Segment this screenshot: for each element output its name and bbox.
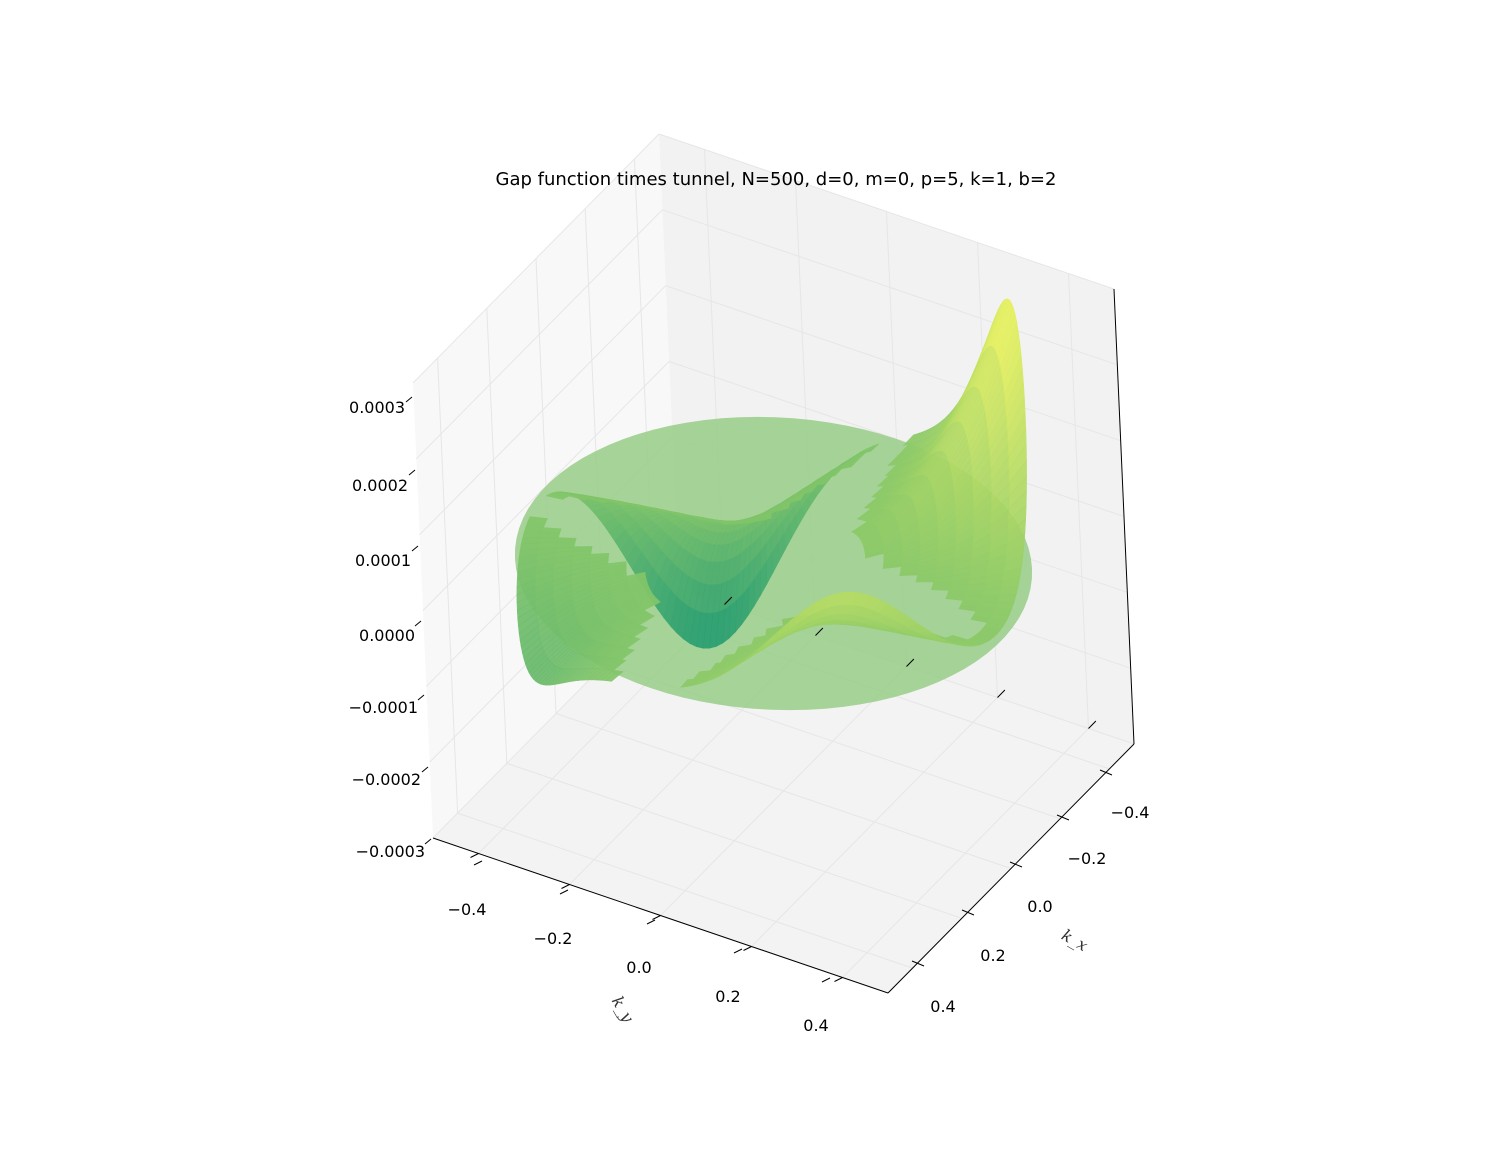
surface-patch xyxy=(964,589,984,597)
y-tick-mark xyxy=(473,860,483,866)
surface-patch xyxy=(837,591,850,606)
y-tick-mark xyxy=(834,977,843,982)
gridline xyxy=(842,728,1089,978)
surface-patch xyxy=(587,497,608,503)
surface-patch xyxy=(845,459,860,469)
y-axis-label: k_y xyxy=(608,993,638,1026)
y-tick-mark xyxy=(743,946,752,951)
gridline xyxy=(419,285,667,536)
surface-patch xyxy=(540,532,561,538)
z-tick-mark xyxy=(417,694,425,701)
surface-patch xyxy=(981,588,1002,597)
z-tick-mark xyxy=(424,838,432,845)
y-tick-label: 0.0 xyxy=(626,958,651,977)
x-tick-mark xyxy=(1099,769,1113,776)
surface-patch xyxy=(865,443,879,453)
y-tick-mark xyxy=(815,627,824,636)
y-tick-mark xyxy=(646,919,656,925)
x-tick-label: −0.2 xyxy=(1068,849,1107,868)
x-axis-label: k_x xyxy=(1058,925,1091,955)
surface-patch xyxy=(930,585,951,591)
gridline xyxy=(751,697,998,947)
surface-plot xyxy=(514,298,1033,711)
z-tick-label: −0.0001 xyxy=(349,698,418,717)
z-tick-mark xyxy=(405,396,413,403)
z-tick-label: 0.0002 xyxy=(352,476,408,495)
y-tick-label: −0.2 xyxy=(534,929,573,948)
gridline xyxy=(457,812,913,969)
surface-patch xyxy=(669,511,685,517)
surface-patch xyxy=(650,507,667,513)
surface-patch xyxy=(915,577,936,583)
x-tick-mark xyxy=(1009,861,1023,868)
y-tick-mark xyxy=(821,977,831,983)
x-tick-label: −0.4 xyxy=(1111,803,1150,822)
y-tick-mark xyxy=(561,884,570,889)
surface-patch xyxy=(796,492,806,501)
surface-patch xyxy=(807,484,818,493)
z-tick-mark xyxy=(421,766,429,773)
y-tick-label: −0.4 xyxy=(448,900,487,919)
z-tick-mark xyxy=(408,469,416,476)
z-tick-label: −0.0002 xyxy=(352,770,421,789)
surface-patch xyxy=(715,519,728,525)
surface-patch xyxy=(820,476,832,485)
y-tick-mark xyxy=(470,853,479,858)
surface-patch xyxy=(932,580,952,587)
z-tick-mark xyxy=(414,620,422,627)
chart-title: Gap function times tunnel, N=500, d=0, m… xyxy=(496,169,1057,190)
tick-labels: −0.4 −0.2 0.0 0.2 0.4 −0.4 −0.2 0.0 0.2 0.4 −0.000… xyxy=(349,396,1150,1035)
y-tick-mark xyxy=(1088,720,1097,729)
x-tick-label: 0.0 xyxy=(1027,897,1052,916)
surface-patch xyxy=(784,501,792,510)
x-tick-mark xyxy=(961,909,975,916)
surface-patch xyxy=(523,526,544,533)
axis-line xyxy=(887,743,1135,994)
surface-patch xyxy=(689,515,705,521)
y-tick-label: 0.4 xyxy=(803,1016,828,1035)
z-tick-label: 0.0003 xyxy=(349,398,405,417)
surface-patch xyxy=(996,594,1017,603)
z-tick-label: 0.0001 xyxy=(355,551,411,570)
y-tick-mark xyxy=(724,596,733,605)
z-tick-label: 0.0000 xyxy=(359,626,415,645)
y-tick-mark xyxy=(733,948,743,954)
surface-patch xyxy=(829,468,843,478)
y-tick-mark xyxy=(906,658,915,667)
gridline xyxy=(660,666,907,916)
surface-patch xyxy=(609,500,628,506)
gridline xyxy=(665,285,1121,442)
surface-patch xyxy=(979,595,1000,603)
gridline xyxy=(415,209,663,460)
surface-patch xyxy=(630,503,648,509)
x-tick-mark xyxy=(1056,814,1070,821)
y-tick-mark xyxy=(997,689,1006,698)
gridline xyxy=(422,361,670,611)
surface-patch xyxy=(994,601,1015,610)
surface-patch xyxy=(545,493,567,500)
y-tick-mark xyxy=(559,889,569,895)
z-tick-label: −0.0003 xyxy=(356,842,425,861)
surface-patch xyxy=(538,537,559,544)
y-tick-mark xyxy=(652,915,661,920)
surface-patch xyxy=(948,584,969,591)
gridline xyxy=(662,209,1118,366)
x-tick-label: 0.4 xyxy=(930,997,955,1016)
surface-patch xyxy=(567,494,589,501)
y-tick-label: 0.2 xyxy=(715,987,740,1006)
surface-patch xyxy=(605,670,624,682)
axis-line xyxy=(1113,288,1135,745)
surface-patch xyxy=(556,537,577,543)
surface-patch xyxy=(767,512,772,520)
gridline xyxy=(506,762,962,919)
gridline xyxy=(412,133,660,384)
gridline xyxy=(658,133,1115,290)
x-tick-mark xyxy=(911,960,925,967)
z-tick-mark xyxy=(411,545,419,552)
surface-patch xyxy=(522,531,543,539)
x-tick-label: 0.2 xyxy=(980,946,1005,965)
